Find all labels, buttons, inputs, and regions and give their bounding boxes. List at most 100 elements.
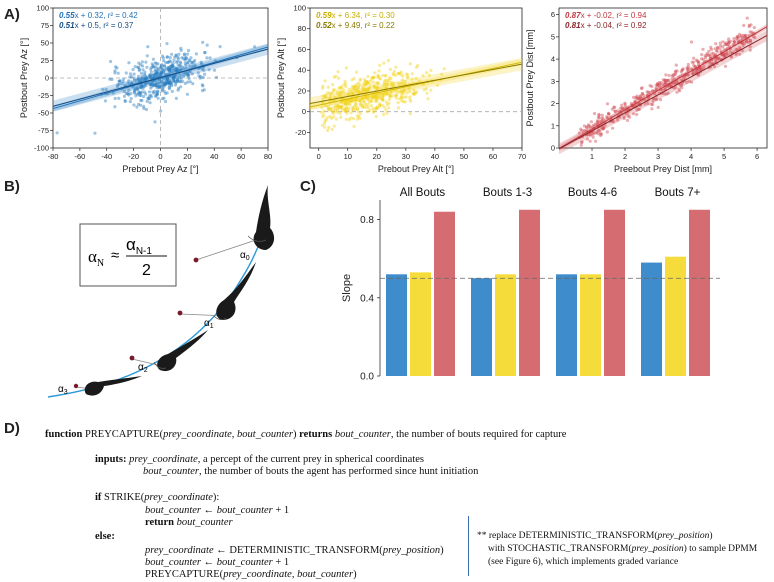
data-point [373,71,377,75]
data-point [709,45,713,50]
data-point [127,88,131,92]
data-point [343,109,347,113]
data-point [740,36,744,40]
data-point [117,79,121,83]
data-point [339,85,343,89]
data-point [144,92,148,96]
data-point [174,69,178,73]
data-point [323,94,327,98]
data-point [745,39,749,43]
data-point [591,123,595,128]
data-point [137,67,142,71]
data-point [625,118,630,122]
data-point [399,73,403,77]
data-point [321,97,325,101]
data-point [717,56,721,61]
x-axis-label: Prebout Prey Az [°] [122,164,198,174]
data-point [160,54,165,58]
data-point [144,76,148,80]
data-point [381,98,385,102]
data-point [166,66,170,70]
data-point [607,112,611,116]
data-point [371,107,375,111]
data-point [751,35,756,39]
data-point [168,81,172,85]
data-point [356,107,360,111]
data-point [657,85,661,89]
data-point [144,107,148,112]
data-point [336,110,340,114]
data-point [342,91,346,95]
data-point [183,61,187,65]
data-point [362,100,366,104]
data-point [154,62,158,66]
data-point [187,77,191,81]
data-point [177,52,181,56]
data-point [713,47,717,51]
data-point [130,81,134,85]
data-point [172,75,176,79]
data-point [144,60,148,64]
data-point [196,71,200,75]
data-point [340,106,344,110]
data-point [358,99,362,103]
data-point [155,71,159,75]
data-point [156,96,160,100]
data-point [408,97,412,101]
data-point [736,35,740,39]
data-point [179,61,183,65]
data-point [689,40,694,44]
data-point [412,88,416,92]
data-point [412,92,416,96]
data-point [182,72,186,77]
angle-label-3: α3 [58,384,68,396]
data-point [748,45,752,49]
data-point [352,124,356,128]
data-point [382,61,386,65]
data-point [161,70,165,74]
group-label: All Bouts [400,187,446,199]
data-point [635,112,639,117]
data-point [149,95,153,99]
data-point [205,43,209,47]
data-point [142,72,146,76]
data-point [384,85,388,90]
data-point [597,132,601,136]
data-point [155,72,159,76]
data-point [374,114,378,119]
data-point [655,87,659,91]
scatter-plot-altitude: 0 10 20 30 40 50 60 70 -20 0 20 40 60 80 100 Prebout Pr… [276,4,526,175]
algo-increment-line-2: bout_counter ← bout_counter + 1 [145,557,290,568]
data-point [582,128,586,133]
x-tick-label: 70 [518,152,526,161]
data-point [323,103,327,108]
data-point [153,61,157,65]
data-point [400,90,404,94]
data-point [648,84,652,88]
data-point [344,66,348,70]
data-point [339,115,343,119]
data-point [690,60,694,64]
data-point [384,108,388,112]
data-point [401,74,405,78]
data-point [637,97,641,101]
data-point [175,75,179,79]
y-tick-label: 100 [36,4,49,13]
data-point [154,81,158,85]
data-point [355,117,359,121]
fit-equation: 0.55x + 0.32, r² = 0.42 [59,11,138,20]
data-point [334,104,338,108]
data-point [366,98,370,102]
fish-silhouette [84,185,275,396]
data-point [178,60,182,64]
panel-label-a: A) [4,6,20,23]
data-point [326,107,330,111]
data-point [696,59,700,63]
data-point [360,96,364,101]
data-point [382,93,386,97]
data-point [733,40,737,44]
data-point [336,107,340,111]
data-point [326,108,331,112]
data-point [139,63,143,67]
data-point [354,102,358,106]
